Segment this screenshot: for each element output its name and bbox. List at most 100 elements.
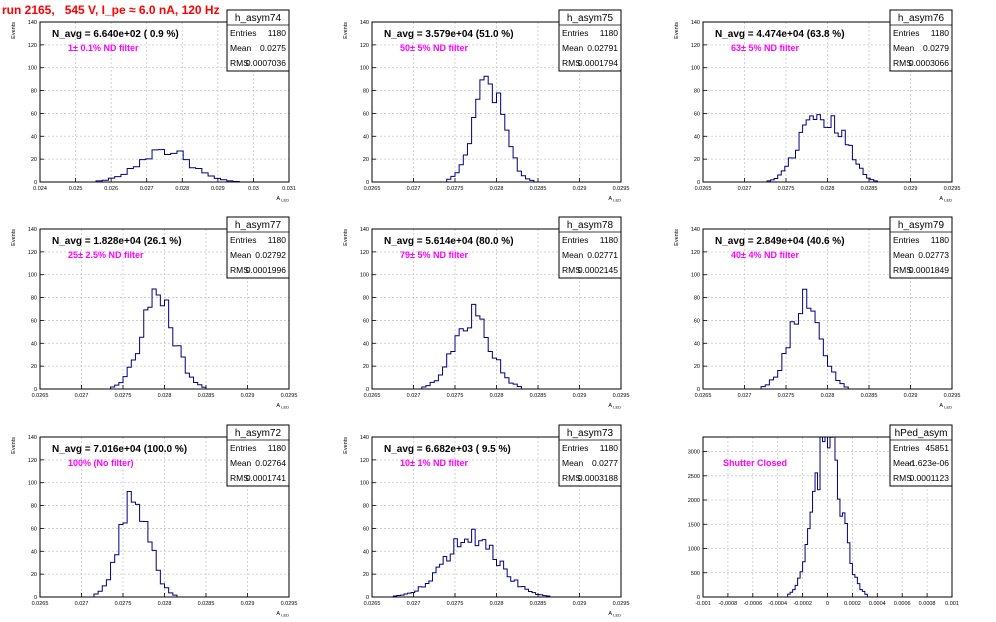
x-tick-label: 0.027: [407, 186, 421, 192]
y-axis-label: Events: [674, 229, 680, 246]
x-tick-label: 0.0265: [695, 393, 712, 399]
x-tick-label: 0.027: [75, 393, 89, 399]
y-tick-label: 100: [28, 481, 37, 487]
y-tick-label: 120: [360, 43, 369, 49]
stats-key: RMS: [230, 58, 249, 68]
stats-value: 0.0003066: [909, 58, 949, 68]
filter-note: 10± 1% ND filter: [400, 458, 468, 468]
y-tick-label: 100: [28, 66, 37, 72]
stats-value: 0.02792: [255, 250, 286, 260]
stats-key: RMS: [230, 473, 249, 483]
x-tick-label: 0.029: [904, 393, 918, 399]
x-tick-label: 0.027: [140, 186, 154, 192]
stats-title: h_asym77: [235, 220, 282, 231]
stats-title: hPed_asym: [895, 428, 948, 439]
y-tick-label: 100: [360, 481, 369, 487]
stats-value: 1180: [931, 235, 950, 245]
y-tick-label: 20: [31, 572, 37, 578]
y-tick-label: 140: [360, 227, 369, 233]
stats-value: 1180: [268, 443, 287, 453]
x-tick-label: 0.0275: [778, 393, 795, 399]
stats-key: Mean: [893, 250, 915, 260]
y-tick-label: 80: [694, 296, 700, 302]
panel-h_asym72: 0.0265 0.027 0.0275 0.028 0.0285 0.029 0.0295 0…: [11, 424, 298, 618]
x-tick-label: 0: [826, 601, 829, 607]
x-tick-label: 0.0265: [364, 601, 381, 607]
stats-value: 0.0003188: [578, 473, 618, 483]
stats-value: 0.0002145: [578, 265, 618, 275]
x-axis-label: A LED: [939, 196, 952, 203]
stats-key: Entries: [562, 235, 588, 245]
y-axis-label: Events: [343, 229, 349, 246]
stats-value: 0.02764: [255, 458, 286, 468]
y-tick-label: 60: [31, 318, 37, 324]
stats-value: 45851: [925, 443, 949, 453]
y-tick-label: 0: [366, 595, 369, 601]
stats-key: Entries: [230, 28, 256, 38]
stats-value: 0.02771: [587, 250, 618, 260]
stats-key: Mean: [893, 43, 915, 53]
y-axis-label: Events: [674, 22, 680, 39]
x-tick-label: 0.0295: [944, 186, 961, 192]
x-tick-label: 0.0275: [115, 393, 132, 399]
x-tick-label: 0.0265: [364, 186, 381, 192]
x-tick-label: 0.029: [573, 186, 587, 192]
stats-key: RMS: [562, 473, 581, 483]
y-tick-label: 0: [366, 387, 369, 393]
x-tick-label: 0.0285: [198, 601, 215, 607]
y-tick-label: 140: [360, 20, 369, 26]
y-axis-label: Events: [343, 437, 349, 454]
y-tick-label: 40: [694, 134, 700, 140]
stats-key: RMS: [562, 58, 581, 68]
stats-value: 0.0007036: [246, 58, 286, 68]
y-tick-label: 20: [363, 157, 369, 163]
n-avg-label: N_avg = 1.828e+04 (26.1 %): [52, 236, 182, 247]
x-tick-label: 0.029: [904, 186, 918, 192]
y-tick-label: 0: [697, 387, 700, 393]
x-tick-label: -0.0006: [743, 601, 762, 607]
panel-h_asym79: 0.0265 0.027 0.0275 0.028 0.0285 0.029 0.0295 0…: [674, 216, 960, 410]
y-tick-label: 80: [363, 296, 369, 302]
x-tick-label: 0.027: [738, 393, 752, 399]
stats-key: Mean: [893, 458, 915, 468]
y-tick-label: 3000: [688, 450, 700, 456]
x-tick-label: 0.0295: [613, 186, 630, 192]
panel-h_asym73: 0.0265 0.027 0.0275 0.028 0.0285 0.029 0.0295 0…: [343, 424, 629, 618]
x-tick-label: 0.0295: [281, 601, 298, 607]
stats-value: 1180: [268, 28, 287, 38]
x-tick-label: 0.028: [175, 186, 189, 192]
x-tick-label: 0.028: [821, 186, 835, 192]
n-avg-label: N_avg = 6.640e+02 ( 0.9 %): [52, 29, 179, 40]
stats-key: Mean: [562, 250, 584, 260]
stats-title: h_asym73: [567, 428, 614, 439]
x-tick-label: 0.001: [945, 601, 959, 607]
y-tick-label: 2500: [688, 474, 700, 480]
panel-h_asym76: 0.0265 0.027 0.0275 0.028 0.0285 0.029 0.0295 0…: [674, 9, 961, 203]
stats-value: 0.0277: [592, 458, 618, 468]
x-tick-label: 0.029: [241, 601, 255, 607]
y-tick-label: 80: [363, 504, 369, 510]
y-tick-label: 0: [697, 595, 700, 601]
y-tick-label: 120: [360, 250, 369, 256]
y-tick-label: 40: [31, 134, 37, 140]
stats-title: h_asym76: [898, 13, 945, 24]
stats-key: RMS: [230, 265, 249, 275]
stats-value: 1180: [600, 443, 619, 453]
stats-key: Entries: [893, 235, 919, 245]
x-tick-label: 0.0275: [778, 186, 795, 192]
stats-key: Mean: [230, 458, 252, 468]
filter-note: Shutter Closed: [723, 458, 787, 468]
x-tick-label: 0.0275: [115, 601, 132, 607]
x-tick-label: 0.0285: [198, 393, 215, 399]
filter-note: 79± 5% ND filter: [400, 250, 468, 260]
y-tick-label: 40: [31, 549, 37, 555]
y-axis-label: Events: [11, 22, 17, 39]
y-tick-label: 100: [360, 273, 369, 279]
y-tick-label: 140: [28, 435, 37, 441]
plot-frame: [39, 21, 290, 183]
y-axis-label: Events: [343, 22, 349, 39]
y-tick-label: 20: [363, 364, 369, 370]
y-tick-label: 1000: [688, 547, 700, 553]
stats-box: [889, 9, 953, 72]
